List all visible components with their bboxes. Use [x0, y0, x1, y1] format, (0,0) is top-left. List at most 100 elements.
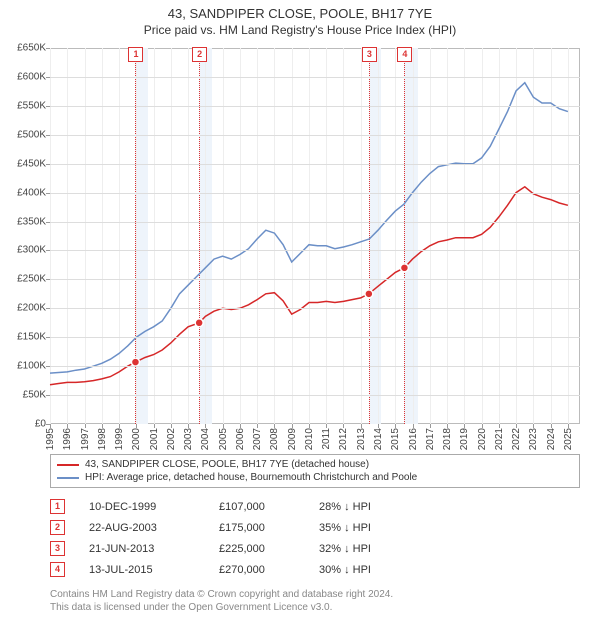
x-axis-label: 2022 [511, 428, 522, 450]
sale-price: £270,000 [219, 564, 319, 576]
x-axis-label: 2013 [356, 428, 367, 450]
y-axis-label: £300K [17, 245, 46, 256]
x-axis-label: 2012 [338, 428, 349, 450]
sale-row-marker: 2 [50, 520, 65, 535]
tick-y [46, 193, 50, 194]
sale-date: 21-JUN-2013 [89, 543, 219, 555]
x-axis-label: 2015 [390, 428, 401, 450]
y-axis-label: £100K [17, 361, 46, 372]
sale-price: £175,000 [219, 522, 319, 534]
y-axis-label: £600K [17, 71, 46, 82]
grid-h [50, 106, 580, 107]
x-axis-label: 2014 [373, 428, 384, 450]
sale-point [131, 358, 139, 366]
chart-plot-area: £0£50K£100K£150K£200K£250K£300K£350K£400… [50, 48, 580, 424]
tick-y [46, 48, 50, 49]
footer-line: Contains HM Land Registry data © Crown c… [50, 589, 580, 602]
x-axis-label: 2025 [563, 428, 574, 450]
sale-date: 10-DEC-1999 [89, 501, 219, 513]
property-line [50, 187, 568, 385]
legend-box: 43, SANDPIPER CLOSE, POOLE, BH17 7YE (de… [50, 454, 580, 488]
sale-row: 110-DEC-1999£107,00028% ↓ HPI [50, 496, 580, 517]
x-axis-label: 1995 [45, 428, 56, 450]
sale-marker: 4 [397, 47, 412, 62]
x-axis-label: 2018 [442, 428, 453, 450]
y-axis-label: £450K [17, 158, 46, 169]
sale-point [195, 319, 203, 327]
grid-h [50, 395, 580, 396]
legend-swatch-property [57, 464, 79, 466]
y-axis-label: £650K [17, 43, 46, 54]
x-axis-label: 2010 [304, 428, 315, 450]
y-axis-label: £250K [17, 274, 46, 285]
x-axis-label: 2023 [528, 428, 539, 450]
tick-y [46, 250, 50, 251]
sale-price: £225,000 [219, 543, 319, 555]
page-title: 43, SANDPIPER CLOSE, POOLE, BH17 7YE [0, 0, 600, 21]
tick-y [46, 106, 50, 107]
tick-y [46, 395, 50, 396]
grid-h [50, 77, 580, 78]
x-axis-label: 1996 [62, 428, 73, 450]
x-axis-label: 2002 [166, 428, 177, 450]
sale-date: 13-JUL-2015 [89, 564, 219, 576]
grid-h [50, 308, 580, 309]
footer-line: This data is licensed under the Open Gov… [50, 602, 580, 615]
x-axis-label: 2016 [408, 428, 419, 450]
x-axis-label: 2011 [321, 428, 332, 450]
x-axis-label: 2020 [477, 428, 488, 450]
x-axis-label: 2004 [200, 428, 211, 450]
x-axis-label: 2019 [459, 428, 470, 450]
sale-point [400, 264, 408, 272]
x-axis-label: 2017 [425, 428, 436, 450]
y-axis-label: £350K [17, 216, 46, 227]
y-axis-label: £50K [23, 390, 46, 401]
sale-vs-hpi: 30% ↓ HPI [319, 564, 419, 576]
x-axis-label: 2007 [252, 428, 263, 450]
grid-h [50, 250, 580, 251]
tick-y [46, 222, 50, 223]
sale-vs-hpi: 32% ↓ HPI [319, 543, 419, 555]
legend-swatch-hpi [57, 477, 79, 479]
sale-marker: 1 [128, 47, 143, 62]
sale-vs-hpi: 28% ↓ HPI [319, 501, 419, 513]
x-axis-label: 1997 [80, 428, 91, 450]
grid-h [50, 337, 580, 338]
x-axis-label: 2003 [183, 428, 194, 450]
tick-y [46, 366, 50, 367]
tick-y [46, 279, 50, 280]
tick-y [46, 337, 50, 338]
x-axis-label: 2001 [149, 428, 160, 450]
x-axis-label: 2005 [218, 428, 229, 450]
legend-label: HPI: Average price, detached house, Bour… [85, 472, 417, 483]
chart-lines-svg [50, 48, 580, 424]
tick-y [46, 135, 50, 136]
legend-label: 43, SANDPIPER CLOSE, POOLE, BH17 7YE (de… [85, 459, 369, 470]
sale-row-marker: 1 [50, 499, 65, 514]
sale-vs-hpi: 35% ↓ HPI [319, 522, 419, 534]
sale-date: 22-AUG-2003 [89, 522, 219, 534]
y-axis-label: £500K [17, 129, 46, 140]
grid-h [50, 279, 580, 280]
grid-h [50, 193, 580, 194]
x-axis-label: 2008 [269, 428, 280, 450]
tick-y [46, 164, 50, 165]
legend-item-hpi: HPI: Average price, detached house, Bour… [57, 471, 573, 484]
grid-h [50, 222, 580, 223]
sale-marker: 3 [362, 47, 377, 62]
y-axis-label: £550K [17, 100, 46, 111]
y-axis-label: £150K [17, 332, 46, 343]
y-axis-label: £400K [17, 187, 46, 198]
legend-item-property: 43, SANDPIPER CLOSE, POOLE, BH17 7YE (de… [57, 458, 573, 471]
sale-row-marker: 4 [50, 562, 65, 577]
x-axis-label: 2000 [131, 428, 142, 450]
tick-y [46, 77, 50, 78]
tick-y [46, 308, 50, 309]
sale-row: 4 13-JUL-2015£270,00030% ↓ HPI [50, 559, 580, 580]
page-subtitle: Price paid vs. HM Land Registry's House … [0, 21, 600, 37]
footer-attribution: Contains HM Land Registry data © Crown c… [50, 589, 580, 614]
x-axis-label: 1998 [97, 428, 108, 450]
sale-row-marker: 3 [50, 541, 65, 556]
x-axis-label: 1999 [114, 428, 125, 450]
sale-point [365, 290, 373, 298]
